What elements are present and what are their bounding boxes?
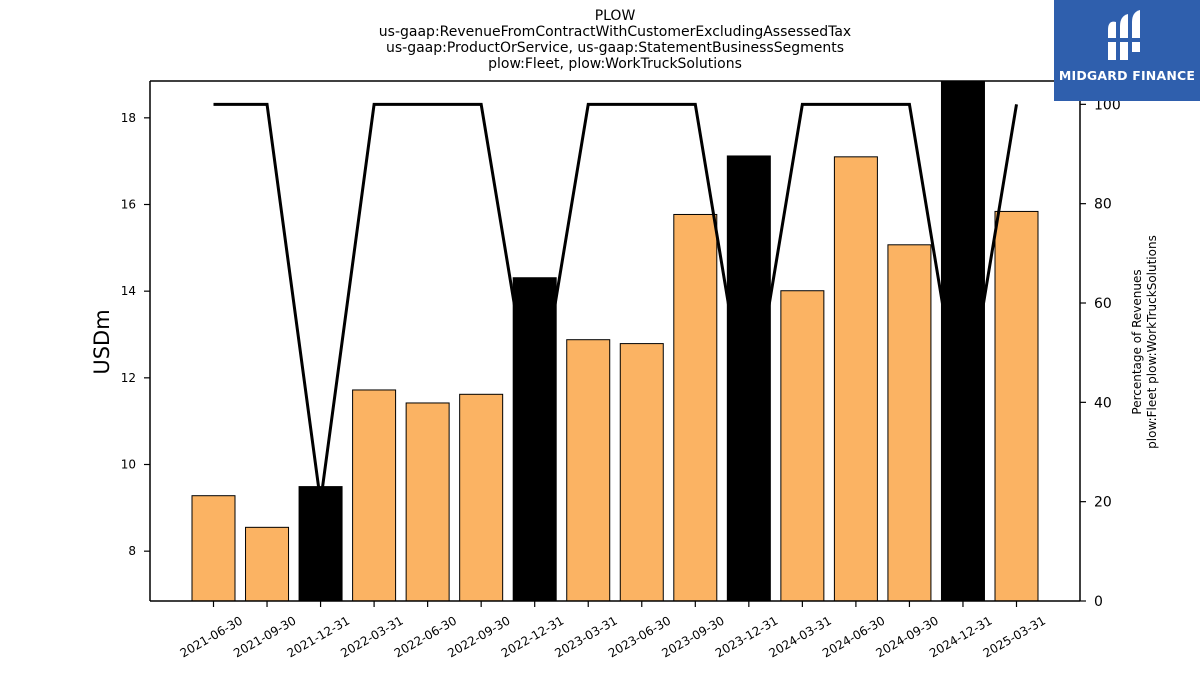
bar-2025-03-31 [994,210,1039,602]
chart-title-line-2: us-gaap:RevenueFromContractWithCustomerE… [378,24,852,40]
chart-title-line-4: plow:Fleet, plow:WorkTruckSolutions [488,56,742,72]
bar-2023-03-31 [566,339,611,602]
bar-2022-09-30 [459,393,504,602]
y-left-tick-label-18: 18 [121,111,136,125]
percentage-line-group [213,102,1018,502]
bar-2022-12-31 [512,277,557,602]
bar-2022-06-30 [405,402,450,602]
bar-2021-06-30 [191,495,236,602]
percentage-line [213,102,1018,502]
y-right-tick-label-40: 40 [1094,395,1112,411]
y-axis-right-label-line-2: plow:Fleet plow:WorkTruckSolutions [1145,235,1159,449]
y-right-tick-label-20: 20 [1094,495,1112,511]
bar-2022-03-31 [352,389,397,602]
bar-2023-09-30 [673,213,718,602]
bar-2023-12-31 [726,155,771,602]
bar-2024-03-31 [780,290,825,602]
chart-title-line-3: us-gaap:ProductOrService, us-gaap:Statem… [385,40,844,56]
y-left-tick-label-8: 8 [128,544,136,558]
y-right-tick-label-0: 0 [1094,594,1103,610]
y-left-tick-label-10: 10 [121,458,136,472]
y-right-tick-label-80: 80 [1094,197,1112,213]
midgard-logo-icon [1106,10,1142,60]
chart-title-line-1: PLOW [594,8,636,24]
y-right-tick-label-100: 100 [1094,97,1121,113]
bar-2024-09-30 [887,244,932,602]
y-left-tick-label-12: 12 [121,371,136,385]
bar-2024-06-30 [833,156,878,602]
y-right-tick-label-60: 60 [1094,296,1112,312]
bar-2021-12-31 [298,486,343,602]
bar-2023-06-30 [619,343,664,602]
y-axis-left-label: USDm [90,309,114,374]
logo-text: MIDGARD FINANCE [1058,68,1196,83]
y-left-tick-label-16: 16 [121,198,136,212]
y-left-tick-label-14: 14 [121,284,136,298]
bars-group [191,80,1039,602]
midgard-finance-logo: MIDGARD FINANCE [1054,0,1200,101]
y-axis-right-label-line-1: Percentage of Revenues [1130,269,1144,414]
bar-2021-09-30 [245,526,290,602]
